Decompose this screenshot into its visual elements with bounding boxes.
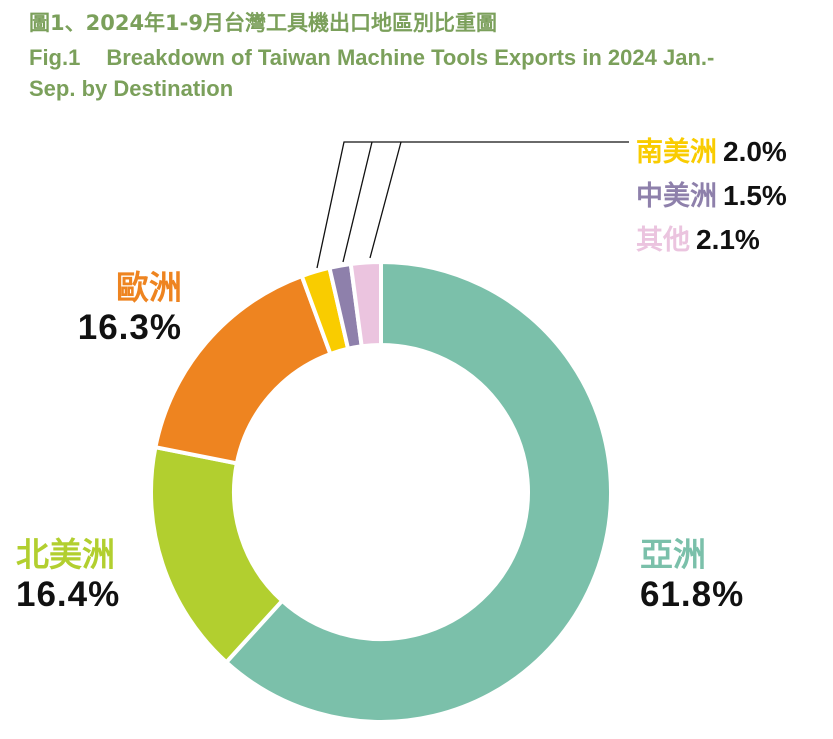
label-europe: 歐洲 16.3% — [66, 268, 182, 348]
label-south-america-name: 南美洲 — [636, 137, 717, 168]
label-central-america-name: 中美洲 — [636, 181, 717, 212]
label-north-america-name: 北美洲 — [16, 535, 115, 574]
label-others: 其他 2.1% — [636, 222, 760, 259]
label-central-america-pct: 1.5% — [723, 180, 787, 211]
slice-asia — [223, 259, 613, 724]
label-asia: 亞洲 61.8% — [640, 535, 744, 615]
label-asia-pct: 61.8% — [640, 575, 745, 614]
figure-number: Fig.1 — [29, 45, 81, 70]
label-others-pct: 2.1% — [696, 224, 760, 255]
donut-slices — [149, 259, 613, 724]
leader-line-south-america — [316, 141, 629, 269]
label-asia-name: 亞洲 — [640, 535, 706, 574]
leader-lines — [316, 141, 629, 269]
label-north-america-pct: 16.4% — [16, 575, 121, 614]
label-south-america-pct: 2.0% — [723, 136, 787, 167]
chart-title-en-text: Breakdown of Taiwan Machine Tools Export… — [106, 45, 715, 70]
label-south-america: 南美洲 2.0% — [636, 134, 787, 171]
chart-title-en-line1: Fig.1 Breakdown of Taiwan Machine Tools E… — [29, 42, 714, 74]
chart-title-zh: 圖1、2024年1-9月台灣工具機出口地區別比重圖 — [29, 11, 497, 35]
label-others-name: 其他 — [636, 225, 690, 256]
slice-others — [348, 259, 383, 349]
chart-title-en-line2: Sep. by Destination — [29, 76, 234, 101]
label-europe-pct: 16.3% — [77, 308, 182, 347]
label-north-america: 北美洲 16.4% — [16, 535, 120, 615]
leader-line-others — [369, 141, 402, 259]
label-europe-name: 歐洲 — [116, 268, 182, 307]
leader-line-central-america — [342, 141, 373, 263]
label-central-america: 中美洲 1.5% — [636, 178, 787, 215]
